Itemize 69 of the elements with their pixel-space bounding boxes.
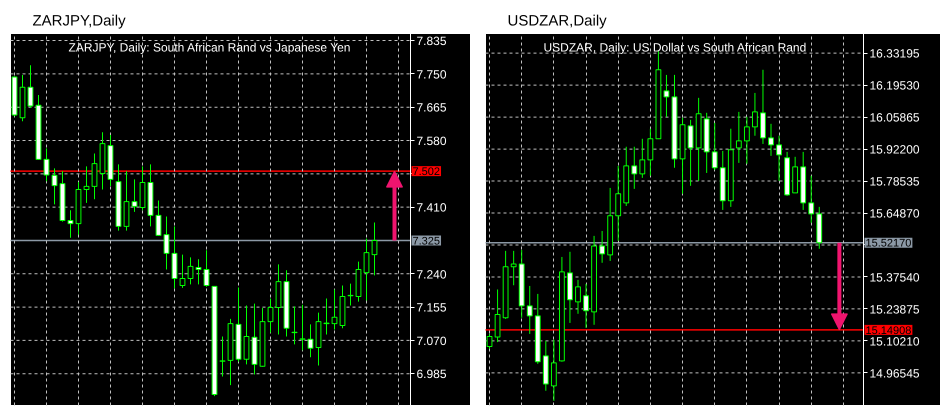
candlestick [712, 122, 718, 170]
candlestick [84, 166, 90, 204]
candlestick [575, 279, 581, 314]
candlestick [132, 178, 138, 212]
candlestick [324, 298, 330, 336]
candlestick [300, 304, 306, 351]
candlestick [44, 148, 50, 182]
y-tick-label: 7.155 [416, 300, 447, 315]
y-tick-label: 7.070 [416, 334, 447, 348]
candlestick [510, 250, 517, 286]
candlestick [688, 119, 694, 186]
candlestick [196, 258, 202, 285]
chart-title: USDZAR,Daily [508, 12, 608, 30]
candlestick [736, 111, 742, 164]
candlestick [494, 288, 500, 343]
candlestick [372, 222, 378, 276]
candlestick [332, 288, 338, 330]
candlestick [292, 306, 298, 345]
candlestick [68, 210, 74, 238]
y-tick-label: 14.96545 [870, 366, 920, 380]
y-tick-label: 16.05865 [870, 110, 920, 125]
chart-title: ZARJPY,Daily [32, 12, 126, 30]
candlestick [639, 138, 646, 178]
candlestick [156, 200, 162, 236]
candlestick [550, 339, 557, 402]
y-tick-label: 7.835 [416, 34, 447, 48]
candlestick [92, 152, 98, 200]
candlestick [28, 64, 34, 108]
y-tick-label: 7.410 [416, 200, 447, 215]
candlestick [647, 128, 654, 176]
ref-line-label: 15.52170 [866, 238, 912, 250]
candlestick [52, 168, 58, 205]
candlestick [180, 254, 186, 288]
y-tick-label: 6.985 [416, 367, 447, 382]
y-tick-label: 16.19530 [870, 78, 920, 93]
y-tick-label: 7.665 [416, 100, 447, 115]
y-tick-label: 7.580 [416, 134, 447, 148]
y-tick-label: 15.10210 [870, 334, 920, 348]
y-tick-label: 15.78535 [870, 174, 920, 189]
text: ZARJPY, Daily: South African Rand vs Japanese Yen [68, 40, 350, 54]
y-tick-label: 15.23875 [870, 302, 920, 316]
candlestick [244, 305, 250, 365]
text: USDZAR, Daily: US Dollar vs South African Rand [544, 40, 806, 54]
ref-line-label: 15.14908 [866, 324, 912, 337]
y-tick-label: 15.37540 [870, 270, 920, 284]
candlestick [752, 92, 758, 136]
candlestick [744, 116, 750, 164]
candlestick [599, 230, 606, 264]
candlestick [631, 146, 638, 190]
candlestick [526, 285, 533, 334]
candlestick [768, 123, 774, 156]
candlestick [776, 135, 782, 182]
ref-line-label: 7.325 [412, 235, 440, 248]
ref-line-label: 7.502 [412, 166, 440, 178]
y-tick-label: 16.33195 [870, 46, 920, 61]
candlestick [204, 250, 210, 288]
y-tick-label: 15.64870 [870, 206, 920, 221]
candlestick [308, 324, 314, 358]
y-tick-label: 7.240 [416, 267, 447, 282]
candlestick [615, 165, 622, 242]
y-tick-label: 7.750 [416, 67, 447, 82]
candlestick [268, 298, 274, 334]
candlestick [364, 238, 370, 301]
y-tick-label: 15.92200 [870, 142, 920, 157]
candlestick [808, 175, 814, 224]
candlestick [664, 74, 670, 118]
candlestick [583, 283, 589, 328]
candlestick [188, 256, 194, 285]
candlestick [164, 216, 170, 270]
